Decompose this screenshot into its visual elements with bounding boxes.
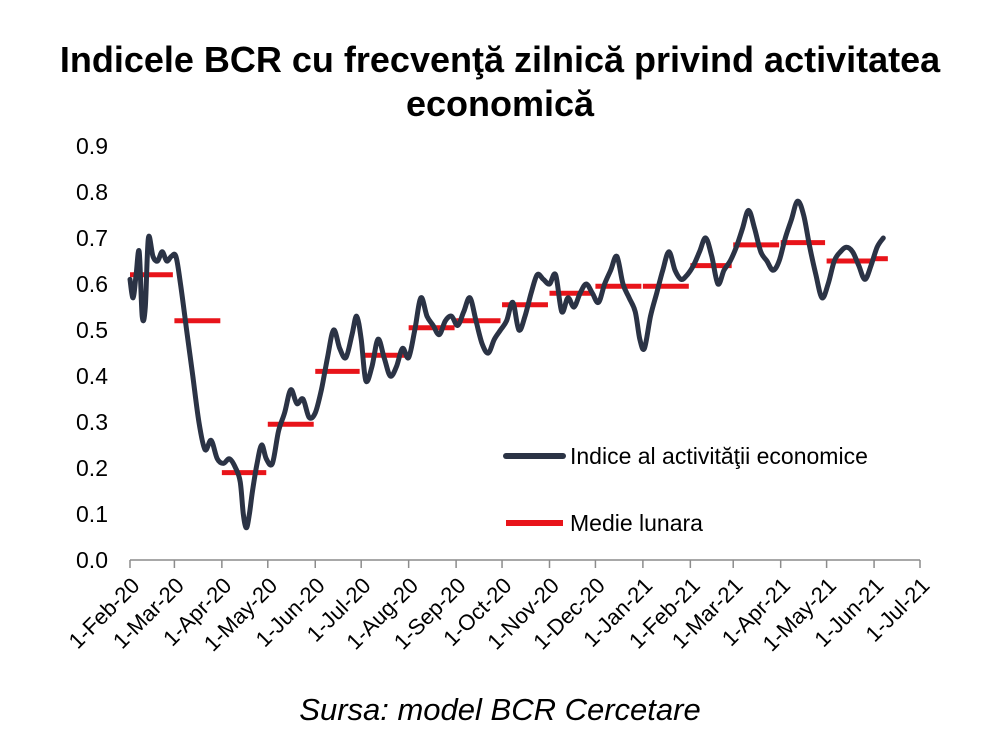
y-tick-label: 0.4 bbox=[76, 363, 108, 389]
monthly-average-series bbox=[130, 240, 888, 476]
y-tick-label: 0.7 bbox=[76, 225, 108, 251]
y-tick-label: 0.6 bbox=[76, 271, 108, 297]
index-series-line bbox=[127, 198, 886, 531]
legend: Indice al activităţii economice Medie lun… bbox=[503, 443, 868, 536]
y-tick-label: 0.1 bbox=[76, 501, 108, 527]
y-tick-label: 0.0 bbox=[76, 547, 108, 573]
legend-label-index: Indice al activităţii economice bbox=[570, 443, 868, 469]
y-tick-label: 0.5 bbox=[76, 317, 108, 343]
y-tick-label: 0.9 bbox=[76, 133, 108, 159]
legend-label-monthly: Medie lunara bbox=[570, 510, 703, 536]
chart-title: Indicele BCR cu frecvenţă zilnică privin… bbox=[59, 39, 941, 124]
y-tick-label: 0.3 bbox=[76, 409, 108, 435]
y-tick-label: 0.2 bbox=[76, 455, 108, 481]
y-tick-label: 0.8 bbox=[76, 179, 108, 205]
source-note: Sursa: model BCR Cercetare bbox=[299, 692, 701, 727]
